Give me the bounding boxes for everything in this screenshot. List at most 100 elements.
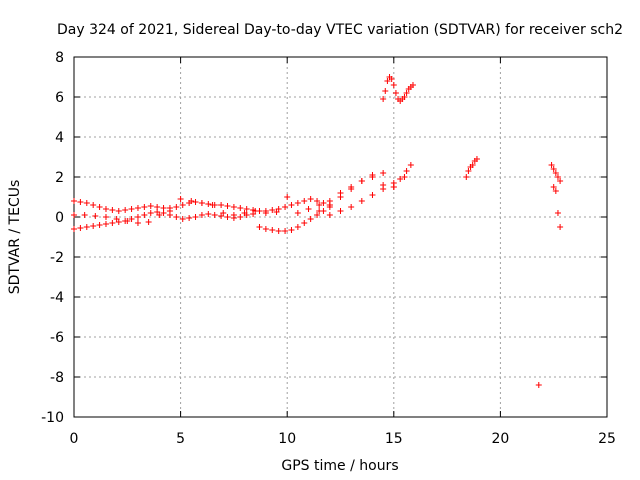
data-point [358,178,365,184]
data-point [473,156,480,162]
data-point [369,172,376,178]
series-arc-22to23-lower [550,184,564,230]
data-point [390,82,397,88]
data-point [113,216,120,222]
grid-lines [74,57,607,417]
data-point [83,200,90,206]
data-point [156,212,163,218]
data-point [294,210,301,216]
data-point [141,204,148,210]
x-tick-label: 0 [70,431,79,447]
data-point [192,199,199,205]
data-point [128,216,135,222]
data-point [90,202,97,208]
data-point [401,94,408,100]
data-point [237,214,244,220]
data-point [554,210,561,216]
data-point [550,166,557,172]
series-arc-lower-0to12 [71,204,333,234]
data-point [173,214,180,220]
data-point [166,208,173,214]
x-tick-label: 20 [491,431,509,447]
data-point [115,208,122,214]
x-tick-label: 10 [278,431,296,447]
data-point [77,225,84,231]
data-point [288,227,295,233]
data-point [209,202,216,208]
series-arc-mid-0to10 [71,194,291,226]
series-rise-11to16-b [316,170,397,214]
series-rise-11to16-a [294,162,414,216]
data-point [282,204,289,210]
data-point [284,194,291,200]
data-point [380,96,387,102]
data-point [384,78,391,84]
x-tick-label: 15 [385,431,403,447]
data-point [230,204,237,210]
data-point [109,220,116,226]
data-point [128,206,135,212]
data-point [224,203,231,209]
data-point [557,224,564,230]
data-point [173,204,180,210]
y-tick-label: -6 [50,330,64,346]
data-point [294,224,301,230]
data-point [275,228,282,234]
data-point [465,168,472,174]
data-point [554,174,561,180]
data-point [96,222,103,228]
data-point [403,90,410,96]
x-tick-labels: 0 5 10 15 20 25 [70,431,616,447]
data-point [102,206,109,212]
series-rise-11to16-c [326,174,408,218]
y-axis-label: SDTVAR / TECUs [7,180,23,295]
data-point [205,211,212,217]
data-point [409,82,416,88]
data-point [314,198,321,204]
data-point [77,199,84,205]
data-point [469,162,476,168]
data-point [282,228,289,234]
data-point [314,212,321,218]
data-point [557,178,564,184]
y-tick-label: -8 [50,370,64,386]
series-arc-18to19 [463,156,480,180]
x-tick-label: 25 [598,431,616,447]
data-point [269,227,276,233]
data-point [320,200,327,206]
data-point [122,207,129,213]
data-point [358,198,365,204]
data-point [109,207,116,213]
data-point [294,200,301,206]
data-point [186,215,193,221]
data-point [192,214,199,220]
data-point [369,192,376,198]
data-point [288,202,295,208]
data-point [198,212,205,218]
data-point [262,210,269,216]
data-points [71,74,564,388]
data-point [83,224,90,230]
data-point [102,214,109,220]
data-point [316,208,323,214]
data-point [71,198,77,204]
data-point [392,90,399,96]
data-point [177,196,184,202]
data-point [220,210,227,216]
data-point [147,203,154,209]
data-point [145,219,152,225]
data-point [134,214,141,220]
data-point [134,220,141,226]
data-point [124,218,131,224]
data-point [224,214,231,220]
data-point [230,212,237,218]
data-point [90,223,97,229]
data-point [307,196,314,202]
data-point [401,174,408,180]
data-point [407,162,414,168]
data-point [305,206,312,212]
chart-title: Day 324 of 2021, Sidereal Day-to-day VTE… [57,22,623,38]
data-point [403,168,410,174]
data-point [552,188,559,194]
